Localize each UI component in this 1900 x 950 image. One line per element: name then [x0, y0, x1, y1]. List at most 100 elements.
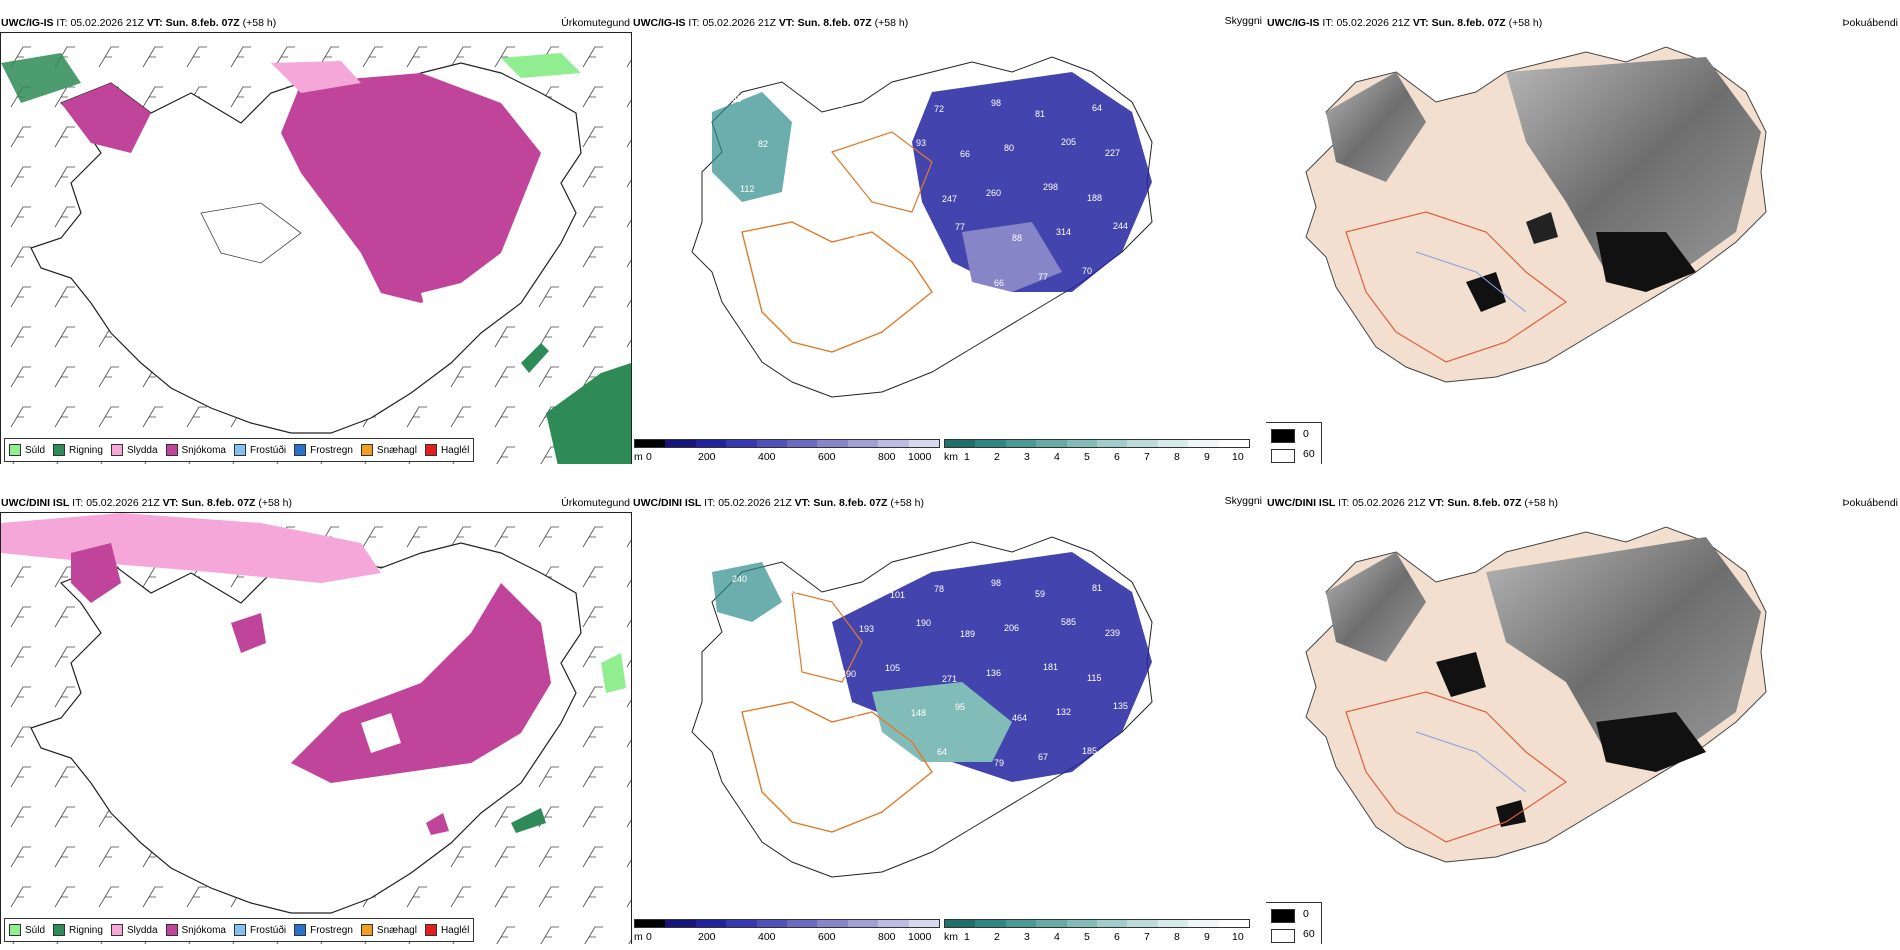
- visibility-value-labels: 240 136 83 101 78 98 59 81 79 165 193 190 189 206 585 2…: [732, 574, 1128, 768]
- fog-legend: 0 60: [1266, 902, 1322, 944]
- visibility-value-label: 188: [1087, 193, 1102, 203]
- visibility-value-label: 79: [994, 758, 1004, 768]
- visibility-map: 49 88 71 77 72 98 81 64 82 72 95 93 66 80 205 227 112 132…: [632, 32, 1266, 432]
- model-name: UWC/IG-IS: [633, 17, 686, 29]
- colorbar-tick: 1000: [908, 451, 932, 463]
- panel-title: Þokuábendi: [1842, 17, 1898, 29]
- panel-header: UWC/IG-IS IT: 05.02.2026 21Z VT: Sun. 8.…: [0, 14, 632, 32]
- visibility-value-label: 64: [937, 747, 947, 757]
- visibility-value-label: 132: [784, 178, 799, 188]
- visibility-value-label: 165: [815, 630, 830, 640]
- colorbar-tick: 3: [1024, 931, 1030, 943]
- legend-label: Frostúði: [249, 444, 287, 456]
- visibility-value-label: 148: [911, 708, 926, 718]
- legend-label: Haglél: [440, 444, 470, 456]
- colorbar-tick: 200: [698, 451, 716, 463]
- visibility-value-label: 91: [911, 228, 921, 238]
- fog-legend-label: 0: [1303, 908, 1309, 920]
- colorbar-tick: 5: [1084, 931, 1090, 943]
- legend-label: Rigning: [69, 444, 103, 456]
- visibility-value-label: 124: [836, 262, 851, 272]
- colorbar-tick: 0: [646, 931, 652, 943]
- visibility-value-label: 101: [890, 590, 905, 600]
- fog-legend: 0 60: [1266, 422, 1322, 464]
- panel-title: Þokuábendi: [1842, 497, 1898, 509]
- legend-swatch: [110, 924, 123, 936]
- legend-swatch: [294, 924, 307, 936]
- colorbar-tick: 3: [1024, 451, 1030, 463]
- colorbar-tick: 2: [994, 451, 1000, 463]
- it-value: 05.02.2026 21Z: [70, 17, 144, 29]
- visibility-value-label: 132: [1056, 707, 1071, 717]
- visibility-value-label: 66: [994, 278, 1004, 288]
- it-value: 05.02.2026 21Z: [1336, 17, 1410, 29]
- vt-label: VT:: [1428, 497, 1445, 509]
- visibility-panel-top: UWC/IG-IS IT: 05.02.2026 21Z VT: Sun. 8.…: [632, 14, 1266, 464]
- visibility-value-label: 71: [833, 99, 843, 109]
- visibility-value-label: 490: [841, 669, 856, 679]
- vt-label: VT:: [146, 17, 163, 29]
- colorbar-tick: 1000: [908, 931, 932, 943]
- precip-type-panel-bottom: UWC/DINI ISL IT: 05.02.2026 21Z VT: Sun.…: [0, 494, 632, 944]
- visibility-panel-bottom: UWC/DINI ISL IT: 05.02.2026 21Z VT: Sun.…: [632, 494, 1266, 944]
- visibility-value-label: 95: [859, 144, 869, 154]
- legend-swatch: [233, 924, 246, 936]
- vt-label: VT:: [778, 17, 795, 29]
- vt-label: VT:: [794, 497, 811, 509]
- colorbar-tick: 600: [818, 451, 836, 463]
- fog-map: [1266, 512, 1900, 912]
- fog-legend-label: 60: [1303, 928, 1315, 940]
- panel-header: UWC/DINI ISL IT: 05.02.2026 21Z VT: Sun.…: [0, 494, 632, 512]
- colorbar-tick: 600: [818, 931, 836, 943]
- visibility-value-label: 99: [810, 703, 820, 713]
- visibility-value-label: 247: [942, 194, 957, 204]
- it-value: 05.02.2026 21Z: [718, 497, 792, 509]
- legend-item: Slydda: [110, 444, 158, 456]
- panel-header: UWC/IG-IS IT: 05.02.2026 21Z VT: Sun. 8.…: [1266, 14, 1900, 32]
- visibility-value-label: 49: [732, 94, 742, 104]
- legend-item: Frostregn: [294, 444, 353, 456]
- visibility-value-label: 260: [986, 188, 1001, 198]
- visibility-value-label: 193: [859, 624, 874, 634]
- legend-label: Slydda: [126, 924, 158, 936]
- visibility-value-label: 129: [836, 742, 851, 752]
- legend-label: Rigning: [69, 924, 103, 936]
- visibility-value-label: 80: [1004, 143, 1014, 153]
- legend-swatch: [53, 924, 66, 936]
- panel-title: Skyggni: [1224, 495, 1262, 507]
- visibility-value-label: 81: [1035, 109, 1045, 119]
- model-name: UWC/DINI ISL: [633, 497, 702, 509]
- visibility-value-label: 157: [735, 274, 750, 284]
- colorbar-ramp: [944, 919, 1250, 928]
- visibility-value-label: 135: [1113, 701, 1128, 711]
- legend-item: Frostúði: [233, 444, 287, 456]
- model-name: UWC/IG-IS: [1, 17, 54, 29]
- colorbar-tick: 1: [964, 451, 970, 463]
- legend-label: Frostregn: [310, 924, 353, 936]
- visibility-value-label: 240: [732, 574, 747, 584]
- visibility-value-label: 298: [1043, 182, 1058, 192]
- legend-label: Snæhagl: [376, 444, 417, 456]
- model-name: UWC/IG-IS: [1267, 17, 1320, 29]
- panel-header: UWC/DINI ISL IT: 05.02.2026 21Z VT: Sun.…: [632, 494, 1266, 512]
- colorbar-tick: 800: [878, 931, 896, 943]
- legend-swatch: [9, 444, 21, 456]
- cloud-base-colorbar: m 0 200 400 600 800 1000: [634, 919, 946, 944]
- visibility-value-label: 93: [916, 138, 926, 148]
- it-value: 05.02.2026 21Z: [86, 497, 160, 509]
- colorbar-ramp: [634, 439, 940, 448]
- legend-swatch: [424, 924, 437, 936]
- cloud-base-colorbar: m 0 200 400 600 800 1000: [634, 439, 946, 464]
- visibility-value-label: 86: [792, 748, 802, 758]
- visibility-value-label: 77: [1038, 272, 1048, 282]
- fog-map: [1266, 32, 1900, 432]
- visibility-value-label: 84: [893, 753, 903, 763]
- visibility-value-label: 67: [1038, 752, 1048, 762]
- visibility-value-label: 77: [890, 110, 900, 120]
- model-name: UWC/DINI ISL: [1, 497, 70, 509]
- colorbar-tick: 800: [878, 451, 896, 463]
- precip-type-map: [0, 32, 632, 464]
- visibility-value-label: 130: [766, 229, 781, 239]
- precip-type-legend: Súld Rigning Slydda Snjókoma Frostúði Fr…: [4, 918, 475, 942]
- colorbar-tick: 6: [1114, 451, 1120, 463]
